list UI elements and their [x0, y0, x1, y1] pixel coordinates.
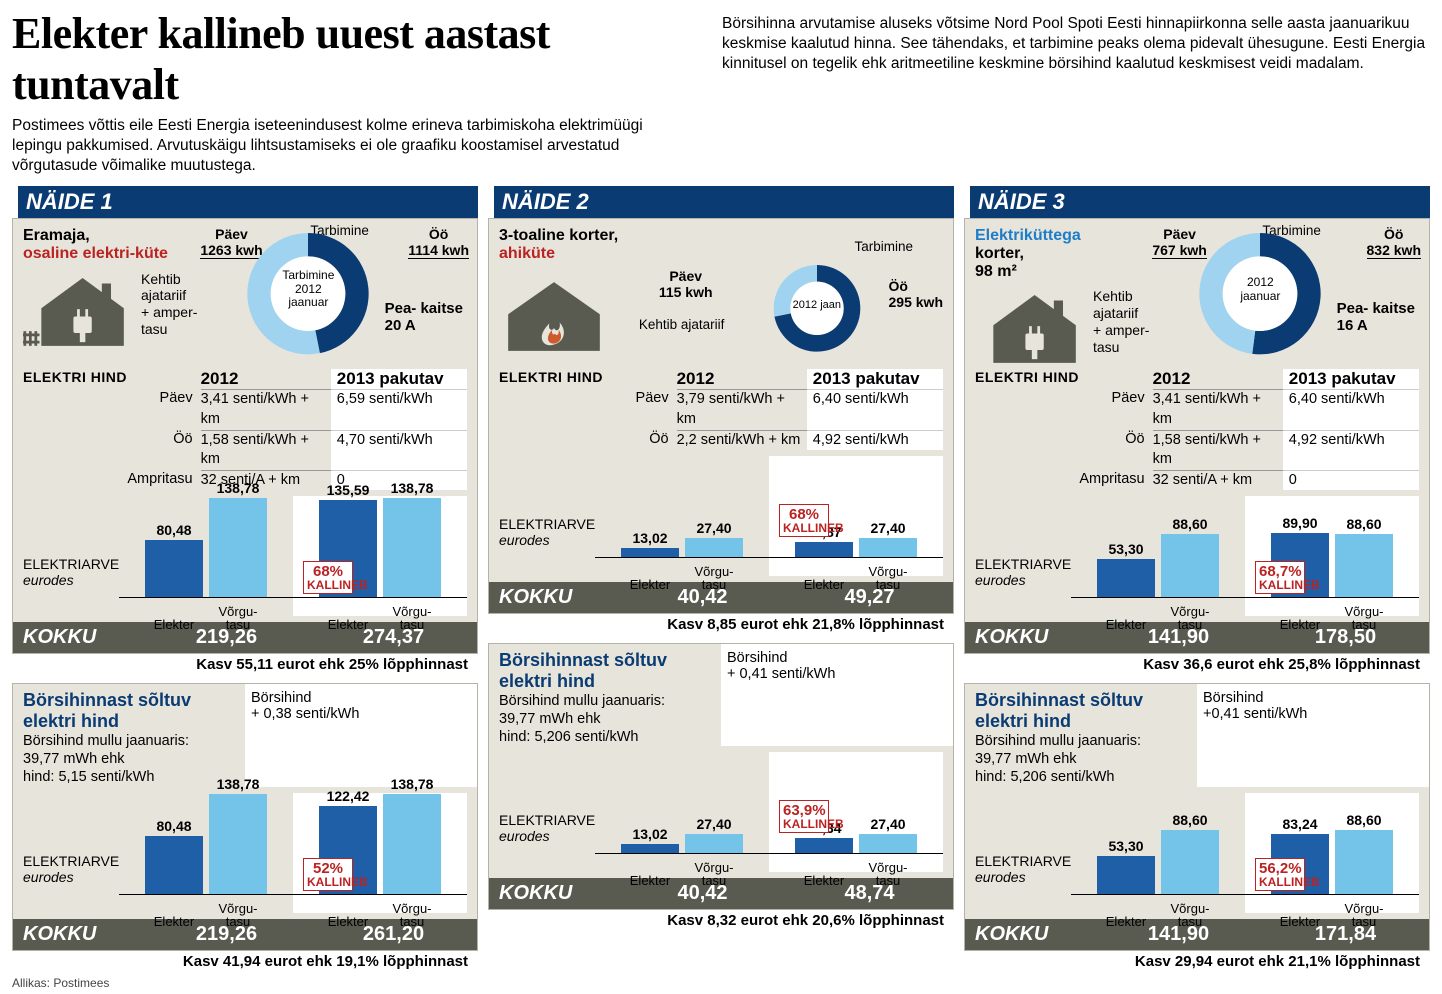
borsi-sub: Börsihind mullu jaanuaris:39,77 mWh ehkh… — [13, 732, 245, 786]
bar-elekter: 53,30 Elekter — [1097, 559, 1155, 597]
growth-line: Kasv 8,85 eurot ehk 21,8% lõpphinnast — [488, 614, 954, 635]
source-line: Allikas: Postimees — [12, 976, 1430, 990]
bar-elekter: 21,87 Elekter — [795, 542, 853, 558]
borsi-head: Börsihinnast sõltuv elektri hind — [13, 684, 245, 732]
donut-night-label: Öö1114 kwh — [408, 227, 469, 261]
borsi-right-label: Börsihind+0,41 senti/kWh — [1197, 684, 1429, 722]
bar-chart-cell: 53,30 Elekter 88,60 Võrgu- tasu — [1071, 793, 1245, 913]
growth-line-borsi: Kasv 29,94 eurot ehk 21,1% lõpphinnast — [964, 951, 1430, 972]
tariff-label: Kehtib ajatariif — [639, 317, 725, 332]
bar-chart-cell: 13,02 Elekter 27,40 Võrgu- tasu — [595, 456, 769, 576]
growth-line-borsi: Kasv 41,94 eurot ehk 19,1% lõpphinnast — [12, 951, 478, 972]
kallineb-badge: 56,2%KALLINEB — [1255, 858, 1305, 891]
borsi-sub: Börsihind mullu jaanuaris:39,77 mWh ehkh… — [965, 732, 1197, 786]
growth-line: Kasv 36,6 eurot ehk 25,8% lõpphinnast — [964, 654, 1430, 675]
bar-vorgutasu: 88,60 Võrgu- tasu — [1161, 830, 1219, 893]
chart-y-label: ELEKTRIARVEeurodes — [23, 496, 119, 616]
bar-vorgutasu: 138,78 Võrgu- tasu — [383, 794, 441, 893]
kallineb-badge: 68%KALLINEB — [779, 504, 829, 537]
bar-chart-cell: 68%KALLINEB 21,87 Elekter 27,40 Võrgu- t… — [769, 456, 943, 576]
donut-chart: 2012 jaan — [767, 255, 867, 355]
tarbimine-label: Tarbimine — [854, 239, 913, 254]
example-column: NÄIDE 1 Eramaja,osaline elektri-küte Keh… — [12, 186, 478, 971]
kallineb-badge: 52%KALLINEB — [303, 858, 353, 891]
page-title: Elekter kallineb uuest aastast tuntavalt — [12, 8, 692, 110]
bar-chart-cell: 56,2%KALLINEB 83,24 Elekter 88,60 Võrgu-… — [1245, 793, 1419, 913]
example-head: NÄIDE 1 — [12, 186, 478, 218]
bar-vorgutasu: 27,40 Võrgu- tasu — [859, 834, 917, 854]
note-right: Börsihinna arvutamise aluseks võtsime No… — [722, 14, 1430, 74]
bar-vorgutasu: 88,60 Võrgu- tasu — [1335, 534, 1393, 597]
growth-line-borsi: Kasv 8,32 eurot ehk 20,6% lõpphinnast — [488, 910, 954, 931]
donut-night-label: Öö295 kwh — [889, 279, 943, 312]
borsi-head: Börsihinnast sõltuv elektri hind — [489, 644, 721, 692]
bar-chart-cell: 52%KALLINEB 122,42 Elekter 138,78 Võrgu-… — [293, 793, 467, 913]
bar-vorgutasu: 88,60 Võrgu- tasu — [1161, 534, 1219, 597]
bar-vorgutasu: 138,78 Võrgu- tasu — [383, 498, 441, 597]
bar-vorgutasu: 138,78 Võrgu- tasu — [209, 794, 267, 893]
bar-elekter: 53,30 Elekter — [1097, 856, 1155, 894]
chart-y-label: ELEKTRIARVEeurodes — [23, 793, 119, 913]
bar-elekter: 13,02 Elekter — [621, 548, 679, 557]
donut-night-label: Öö832 kwh — [1367, 227, 1421, 261]
bar-elekter: 13,02 Elekter — [621, 844, 679, 853]
bar-chart-cell: 63,9%KALLINEB 21,34 Elekter 27,40 Võrgu-… — [769, 752, 943, 872]
tariff-label: Kehtibajatariif+ amper-tasu — [141, 271, 197, 347]
growth-line: Kasv 55,11 eurot ehk 25% lõpphinnast — [12, 654, 478, 675]
bar-vorgutasu: 88,60 Võrgu- tasu — [1335, 830, 1393, 893]
bar-chart-cell: 68,7%KALLINEB 89,90 Elekter 88,60 Võrgu-… — [1245, 496, 1419, 616]
fuse-label: Pea- kaitse16 A — [1337, 301, 1415, 334]
donut-chart: Tarbimine2012jaanuar — [238, 219, 378, 359]
chart-y-label: ELEKTRIARVEeurodes — [975, 496, 1071, 616]
example-title: Eramaja,osaline elektri-küte — [23, 227, 168, 262]
chart-y-label: ELEKTRIARVEeurodes — [975, 793, 1071, 913]
borsi-head: Börsihinnast sõltuv elektri hind — [965, 684, 1197, 732]
bar-chart-cell: 13,02 Elekter 27,40 Võrgu- tasu — [595, 752, 769, 872]
bar-elekter: 80,48 Elekter — [145, 540, 203, 597]
kallineb-badge: 63,9%KALLINEB — [779, 800, 829, 833]
chart-y-label: ELEKTRIARVEeurodes — [499, 456, 595, 576]
donut-day-label: Päev115 kwh — [659, 269, 713, 300]
bar-chart-cell: 53,30 Elekter 88,60 Võrgu- tasu — [1071, 496, 1245, 616]
example-column: NÄIDE 2 3-toaline korter,ahiküte Tarbimi… — [488, 186, 954, 971]
bar-vorgutasu: 27,40 Võrgu- tasu — [685, 538, 743, 558]
bar-chart-cell: 80,48 Elekter 138,78 Võrgu- tasu — [119, 496, 293, 616]
borsi-sub: Börsihind mullu jaanuaris:39,77 mWh ehkh… — [489, 692, 721, 746]
tariff-label: Kehtibajatariif+ amper-tasu — [1093, 288, 1149, 364]
borsi-right-label: Börsihind+ 0,41 senti/kWh — [721, 644, 953, 682]
bar-chart-cell: 68%KALLINEB 135,59 Elekter 138,78 Võrgu-… — [293, 496, 467, 616]
bar-vorgutasu: 27,40 Võrgu- tasu — [859, 538, 917, 558]
bar-vorgutasu: 27,40 Võrgu- tasu — [685, 834, 743, 854]
example-title: Elektriküttegakorter,98 m² — [975, 227, 1081, 280]
chart-y-label: ELEKTRIARVEeurodes — [499, 752, 595, 872]
house-icon — [23, 267, 133, 347]
kallineb-badge: 68,7%KALLINEB — [1255, 561, 1305, 594]
house-icon — [975, 284, 1085, 364]
bar-chart-cell: 80,48 Elekter 138,78 Võrgu- tasu — [119, 793, 293, 913]
bar-elekter: 80,48 Elekter — [145, 836, 203, 893]
fuse-label: Pea- kaitse20 A — [385, 301, 463, 334]
house-fire-icon — [499, 273, 609, 353]
bar-elekter: 21,34 Elekter — [795, 838, 853, 853]
bar-vorgutasu: 138,78 Võrgu- tasu — [209, 498, 267, 597]
example-head: NÄIDE 3 — [964, 186, 1430, 218]
kallineb-badge: 68%KALLINEB — [303, 561, 353, 594]
lede-text: Postimees võttis eile Eesti Energia iset… — [12, 116, 692, 176]
example-head: NÄIDE 2 — [488, 186, 954, 218]
example-column: NÄIDE 3 Elektriküttegakorter,98 m² Kehti… — [964, 186, 1430, 971]
example-title: 3-toaline korter,ahiküte — [499, 227, 659, 262]
donut-chart: 2012jaanuar — [1190, 219, 1330, 359]
borsi-right-label: Börsihind+ 0,38 senti/kWh — [245, 684, 477, 722]
